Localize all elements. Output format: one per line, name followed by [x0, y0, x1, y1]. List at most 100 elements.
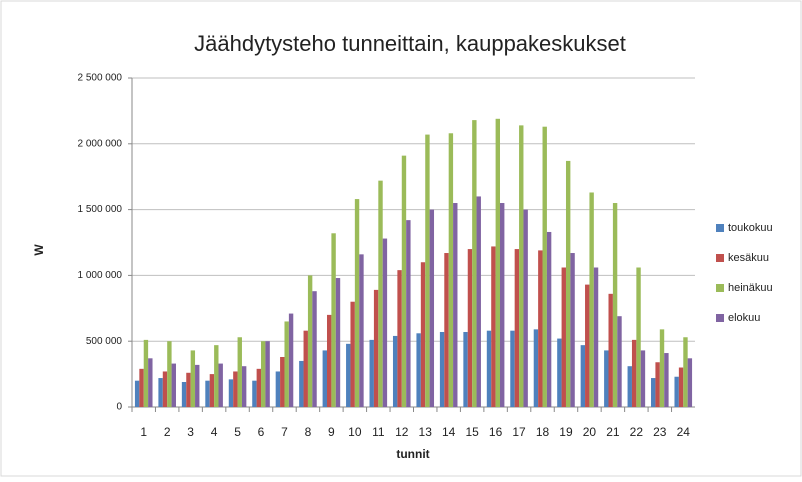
bar	[148, 358, 153, 407]
bar	[214, 345, 219, 407]
bar	[561, 267, 566, 407]
bar	[346, 343, 351, 407]
bar	[303, 330, 308, 407]
x-axis-label: tunnit	[396, 447, 429, 461]
bar	[284, 321, 289, 407]
bar	[655, 362, 660, 407]
bar	[171, 363, 176, 407]
bar	[570, 253, 575, 407]
bar	[241, 366, 247, 407]
bar	[359, 254, 364, 407]
bar	[678, 367, 684, 407]
x-tick-label: 13	[419, 425, 433, 439]
bar	[256, 368, 262, 407]
x-tick-label: 15	[465, 425, 479, 439]
y-tick-label: 2 500 000	[78, 73, 123, 84]
x-tick-label: 17	[512, 425, 526, 439]
bar	[275, 371, 281, 407]
bar	[312, 291, 317, 407]
bar	[392, 335, 398, 407]
x-tick-label: 21	[606, 425, 620, 439]
bar	[205, 380, 210, 407]
bar	[322, 350, 327, 407]
x-tick-label: 11	[372, 425, 385, 439]
bar	[631, 339, 637, 407]
bar	[186, 372, 191, 407]
legend-swatch	[716, 314, 724, 322]
x-tick-label: 5	[234, 425, 241, 439]
x-tick-label: 2	[164, 425, 171, 439]
y-tick-label: 1 000 000	[78, 270, 123, 281]
x-tick-label: 19	[559, 425, 573, 439]
x-tick-label: 23	[653, 425, 667, 439]
bar	[162, 371, 168, 407]
bar	[425, 134, 430, 407]
bar	[237, 337, 242, 407]
legend-swatch	[716, 224, 724, 232]
y-tick-label: 500 000	[86, 336, 123, 347]
x-tick-label: 9	[328, 425, 335, 439]
x-tick-label: 20	[583, 425, 597, 439]
y-tick-label: 1 500 000	[78, 204, 123, 215]
x-tick-label: 6	[258, 425, 265, 439]
bar	[687, 358, 693, 407]
x-tick-label: 16	[489, 425, 503, 439]
bar	[369, 339, 374, 407]
bar	[612, 203, 618, 407]
y-tick-label: 2 000 000	[78, 138, 123, 149]
bar	[420, 262, 426, 407]
bar	[158, 378, 163, 407]
bar	[683, 337, 688, 407]
bar	[429, 209, 435, 407]
bar	[500, 203, 505, 407]
bar	[486, 330, 492, 407]
bar	[195, 364, 200, 407]
bar	[651, 378, 656, 407]
bar	[453, 203, 458, 407]
x-tick-label: 24	[677, 425, 691, 439]
y-tick-label: 0	[116, 402, 122, 413]
x-tick-label: 4	[211, 425, 218, 439]
bar	[640, 350, 646, 407]
x-tick-label: 3	[187, 425, 194, 439]
bar	[659, 329, 665, 407]
bar	[397, 270, 402, 407]
bar	[252, 380, 257, 407]
legend-label: elokuu	[728, 312, 760, 324]
bar	[335, 278, 341, 407]
legend-swatch	[716, 254, 724, 262]
bar	[523, 209, 528, 407]
x-tick-label: 7	[281, 425, 288, 439]
x-tick-label: 10	[348, 425, 362, 439]
bar	[331, 233, 336, 407]
bar	[233, 371, 238, 407]
bar	[546, 231, 552, 407]
bar	[617, 316, 622, 407]
x-tick-label: 18	[536, 425, 550, 439]
bar	[439, 331, 445, 407]
bar	[378, 180, 383, 407]
x-tick-label: 12	[395, 425, 409, 439]
bar	[674, 376, 679, 407]
bar	[134, 380, 140, 407]
bar	[265, 341, 270, 407]
x-tick-label: 14	[442, 425, 456, 439]
bar	[448, 133, 454, 407]
bar	[218, 363, 223, 407]
bar	[585, 284, 590, 407]
bar	[589, 192, 594, 407]
bar	[444, 253, 449, 407]
bar	[593, 267, 599, 407]
bar	[557, 338, 562, 407]
bar	[326, 314, 332, 407]
bar	[510, 330, 515, 407]
bar	[350, 301, 355, 407]
bar	[261, 341, 266, 407]
bar	[181, 381, 187, 407]
bar	[228, 379, 234, 407]
y-axis-label: W	[32, 244, 46, 256]
bar	[472, 120, 477, 407]
bar	[299, 360, 304, 407]
legend-swatch	[716, 284, 724, 292]
